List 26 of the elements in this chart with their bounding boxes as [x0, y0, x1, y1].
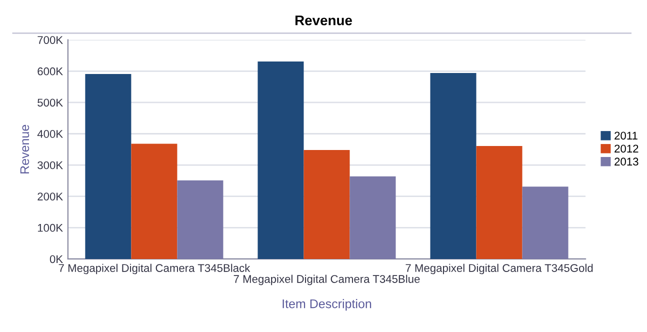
bar — [177, 180, 224, 259]
x-tick-label: 7 Megapixel Digital Camera T345Blue — [234, 274, 420, 286]
x-tick-label: 7 Megapixel Digital Camera T345Gold — [406, 264, 593, 274]
y-tick-label: 200K — [38, 192, 63, 200]
legend-label: 2011 — [614, 132, 638, 140]
y-axis-title: Revenue — [20, 124, 30, 174]
y-tick-label: 0K — [50, 255, 63, 264]
y-tick-label: 300K — [38, 161, 63, 170]
bar — [430, 73, 476, 259]
bar — [350, 176, 396, 259]
bar — [304, 150, 350, 259]
y-tick-label: 600K — [38, 67, 63, 76]
bar — [131, 144, 178, 259]
bar — [258, 61, 304, 259]
bar — [476, 146, 522, 259]
y-tick-label: 700K — [38, 36, 63, 44]
y-tick-label: 400K — [37, 130, 63, 138]
bar — [85, 74, 132, 259]
x-tick-label: 7 Megapixel Digital Camera T345Black — [58, 264, 250, 274]
legend-label: 2013 — [614, 158, 638, 166]
y-tick-label: 100K — [38, 224, 63, 232]
y-tick-label: 500K — [38, 98, 63, 107]
legend-label: 2012 — [614, 144, 638, 153]
x-axis-title: Item Description — [282, 299, 372, 311]
chart-title: Revenue — [295, 16, 352, 26]
bar — [522, 186, 568, 259]
